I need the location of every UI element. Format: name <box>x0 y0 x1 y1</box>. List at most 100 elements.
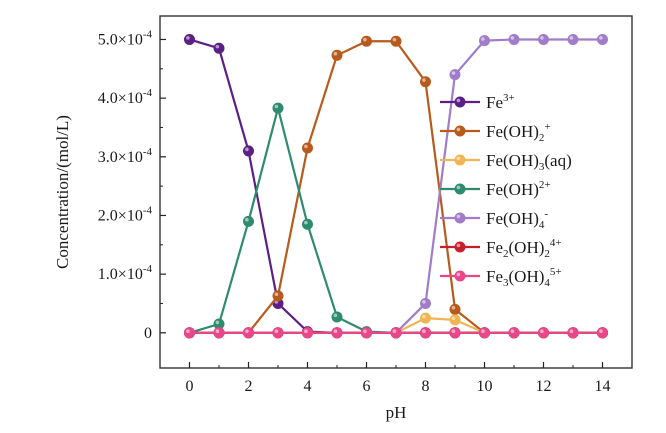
y-tick-label: 1.0×10-4 <box>98 263 153 283</box>
data-point <box>213 42 225 54</box>
data-point-highlight <box>304 144 308 149</box>
data-point-highlight <box>333 313 338 318</box>
y-tick-label: 2.0×10-4 <box>98 204 153 224</box>
data-point-highlight <box>569 329 574 334</box>
data-point <box>243 215 254 227</box>
data-point <box>331 327 343 339</box>
data-point <box>361 327 372 339</box>
axes: 0 2 4 6 8 10 12 14 0 1.0×10-4 2.0×10-4 3.0×10-4 4.0×… <box>98 15 633 395</box>
y-tick-label: 0 <box>144 325 152 342</box>
legend-label: Fe2(OH)24+ <box>486 237 562 260</box>
legend-marker <box>454 241 466 253</box>
legend: Fe3+ Fe(OH)2+ Fe(OH)3(aq) Fe(OH)2+ Fe(OH)4- F… <box>440 92 572 289</box>
legend-marker-highlight <box>456 185 461 190</box>
data-point-highlight <box>274 329 279 334</box>
y-axis-label: Concentration/(mol/L) <box>53 115 72 269</box>
legend-entry-5: Fe2(OH)24+ <box>440 237 562 260</box>
data-point <box>272 290 284 302</box>
legend-entry-3: Fe(OH)2+ <box>440 179 551 199</box>
data-point <box>479 327 490 339</box>
data-point <box>361 35 372 47</box>
series-3 <box>184 102 608 339</box>
data-point-highlight <box>481 329 485 334</box>
legend-entry-6: Fe3(OH)45+ <box>440 266 562 289</box>
data-point-highlight <box>510 36 515 40</box>
data-point-highlight <box>274 104 279 109</box>
data-point <box>184 33 195 45</box>
data-point <box>390 327 402 339</box>
legend-label: Fe3(OH)45+ <box>486 266 562 289</box>
legend-marker <box>454 212 466 224</box>
legend-marker <box>454 270 466 282</box>
x-tick-label: 10 <box>477 378 493 395</box>
data-point <box>272 102 284 114</box>
data-point-highlight <box>186 329 190 334</box>
legend-entry-1: Fe(OH)2+ <box>440 121 551 144</box>
data-point-highlight <box>451 329 456 334</box>
data-point <box>420 76 431 88</box>
data-point-highlight <box>540 329 544 334</box>
x-tick-label: 12 <box>536 378 552 395</box>
legend-marker-highlight <box>456 127 461 132</box>
legend-marker-highlight <box>456 98 461 103</box>
data-point-highlight <box>245 329 249 334</box>
data-point <box>213 327 225 339</box>
data-point-highlight <box>422 78 426 82</box>
data-point-highlight <box>422 329 426 334</box>
data-point <box>420 327 431 339</box>
data-point-highlight <box>245 217 249 222</box>
legend-label: Fe(OH)2+ <box>486 179 551 199</box>
data-point-highlight <box>363 329 367 334</box>
data-point <box>479 35 490 47</box>
data-point <box>390 35 402 47</box>
legend-marker-highlight <box>456 272 461 277</box>
data-point <box>597 33 608 45</box>
data-point-highlight <box>540 36 544 40</box>
data-point <box>331 311 343 323</box>
data-point-highlight <box>422 300 426 304</box>
legend-marker-highlight <box>456 214 461 219</box>
legend-marker <box>454 125 466 137</box>
data-point <box>449 327 461 339</box>
data-point <box>449 303 461 315</box>
data-point-highlight <box>186 36 190 40</box>
data-point-highlight <box>451 71 456 75</box>
data-point <box>449 314 461 326</box>
x-tick-label: 6 <box>363 378 371 395</box>
legend-marker <box>454 183 466 195</box>
x-tick-label: 14 <box>595 378 611 395</box>
data-point-highlight <box>392 37 397 42</box>
data-point <box>567 327 579 339</box>
x-tick-label: 4 <box>304 378 312 395</box>
legend-marker-highlight <box>456 156 461 161</box>
data-point <box>538 327 549 339</box>
data-point-highlight <box>333 51 338 56</box>
data-point-highlight <box>215 44 220 49</box>
data-point-highlight <box>304 329 308 334</box>
data-point <box>243 327 254 339</box>
data-point-highlight <box>599 36 603 40</box>
legend-label: Fe(OH)3(aq) <box>486 151 572 173</box>
data-point-highlight <box>481 37 485 41</box>
data-point-highlight <box>569 36 574 40</box>
legend-entry-4: Fe(OH)4- <box>440 208 548 231</box>
data-point <box>538 33 549 45</box>
legend-marker <box>454 96 466 108</box>
data-point-highlight <box>451 316 456 321</box>
data-point <box>508 33 520 45</box>
x-axis-label: pH <box>386 403 407 422</box>
legend-entry-2: Fe(OH)3(aq) <box>440 151 572 173</box>
data-point <box>508 327 520 339</box>
legend-marker-highlight <box>456 243 461 248</box>
data-point <box>243 145 254 157</box>
data-point-highlight <box>392 329 397 334</box>
data-point <box>449 69 461 81</box>
series-6 <box>184 327 608 339</box>
legend-label: Fe(OH)2+ <box>486 121 551 144</box>
data-point <box>420 312 431 324</box>
y-tick-label: 5.0×10-4 <box>98 28 153 48</box>
data-point <box>597 327 608 339</box>
data-point <box>420 297 431 309</box>
data-point-highlight <box>363 37 367 42</box>
